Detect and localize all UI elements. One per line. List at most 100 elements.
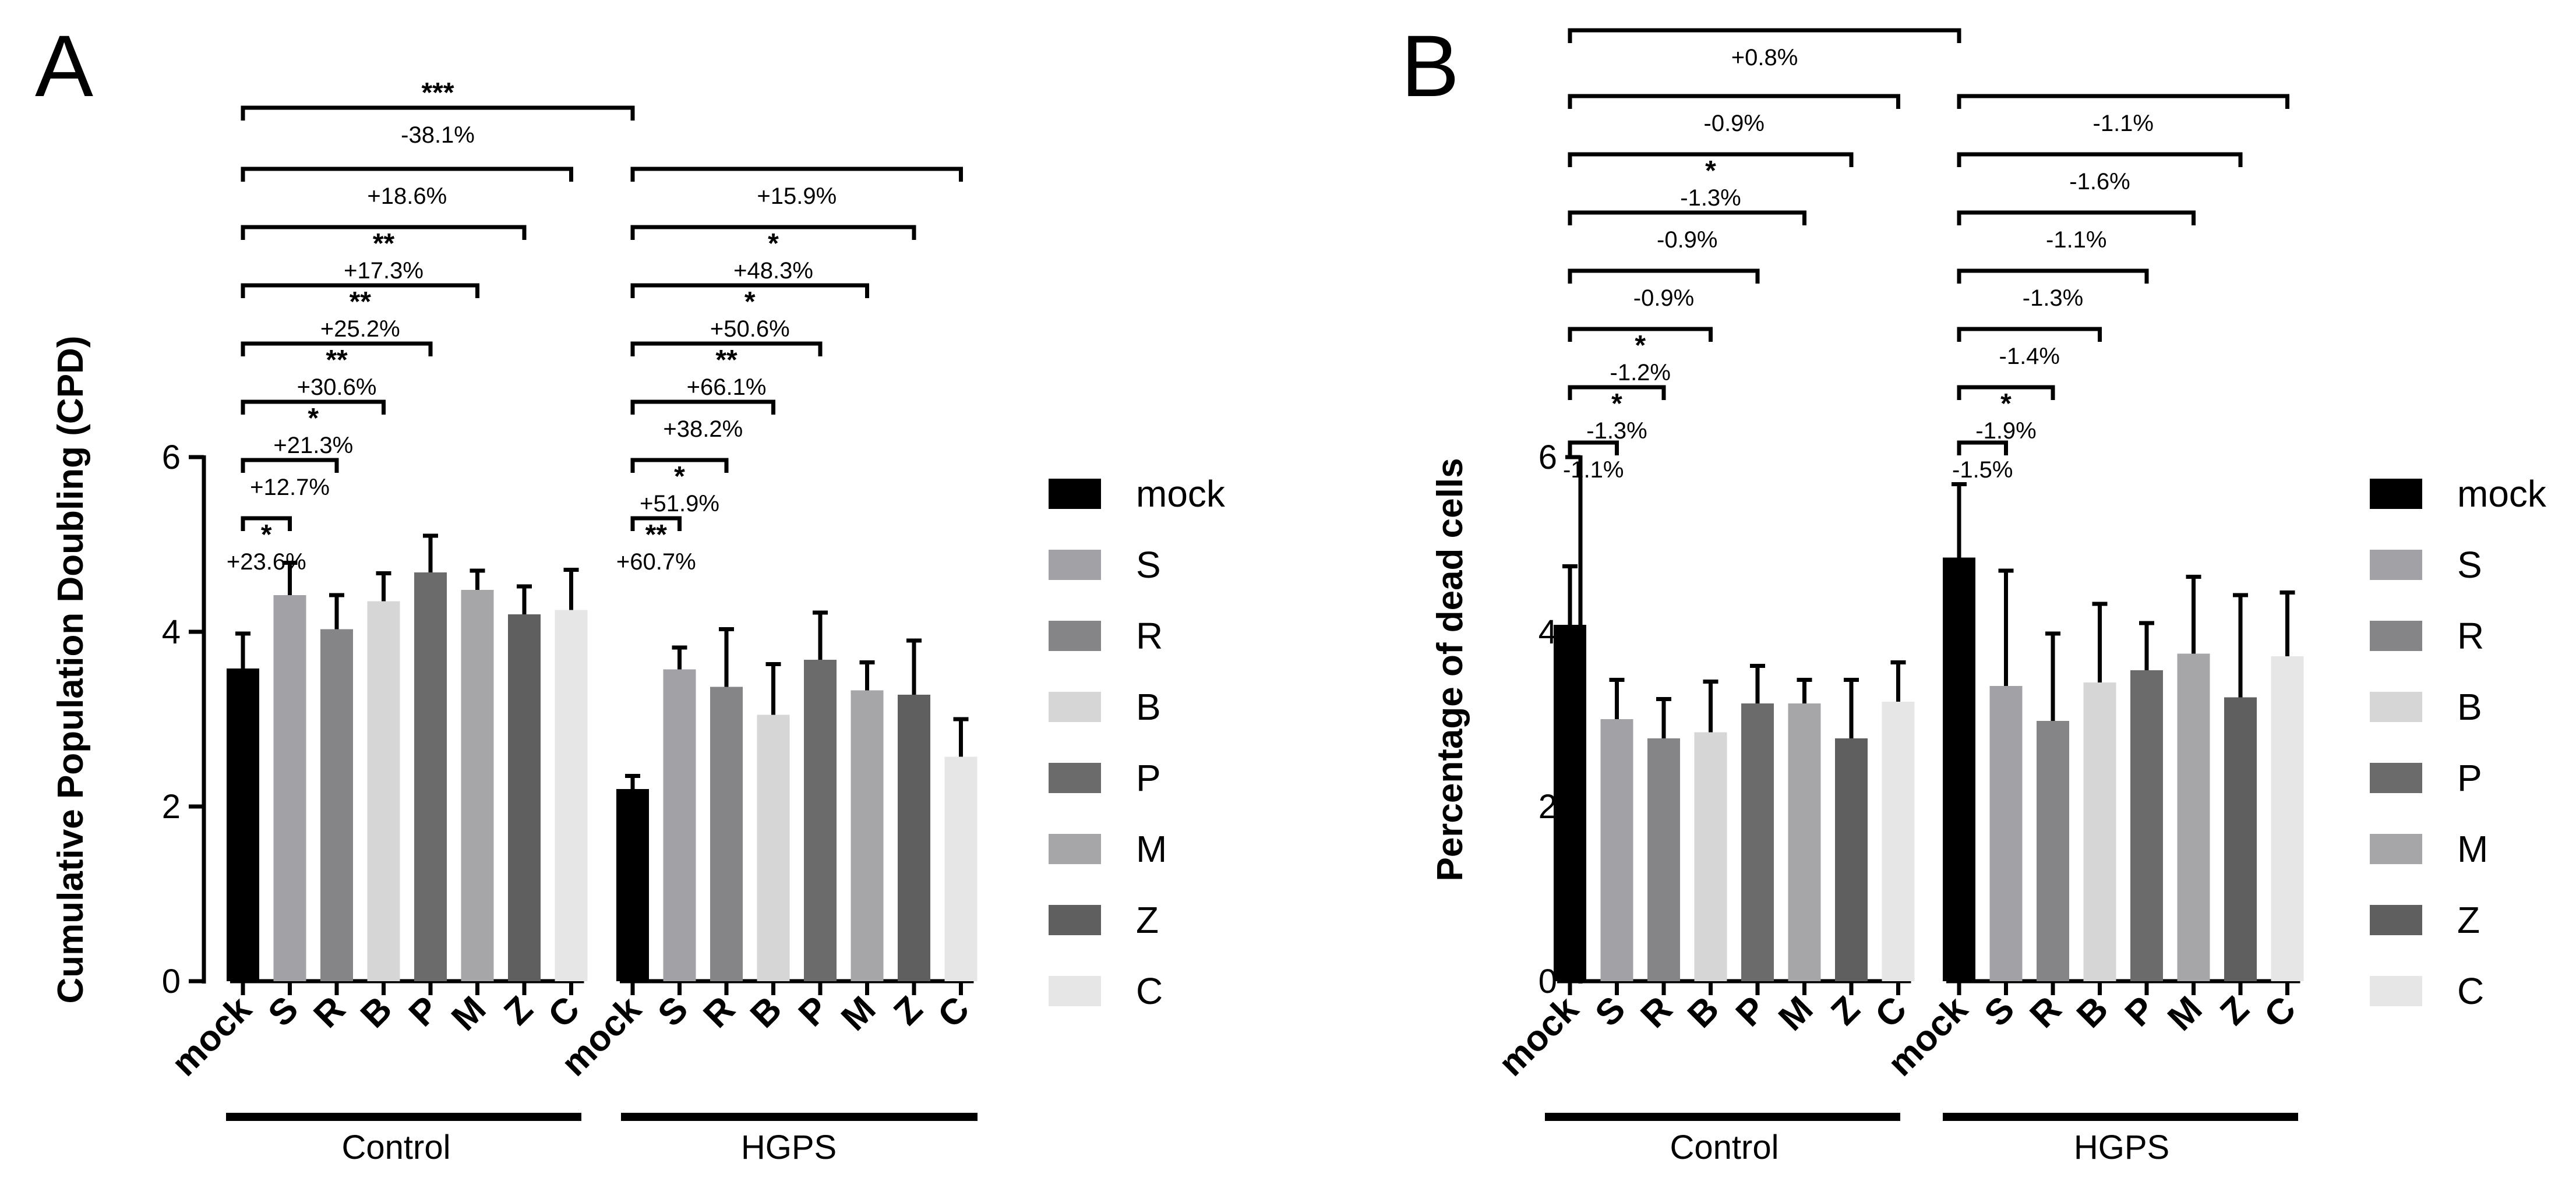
x-tick-label: R xyxy=(306,989,352,1035)
x-tick-label: B xyxy=(2069,989,2116,1035)
bar-hgps-mock xyxy=(616,789,649,981)
bar-hgps-r xyxy=(710,687,743,981)
bar-hgps-s xyxy=(663,669,696,981)
bar-control-m xyxy=(461,590,494,981)
comparison-bracket xyxy=(1568,268,1760,284)
legend-label-m: M xyxy=(1136,828,1167,870)
comparison-bracket xyxy=(1957,385,2055,400)
significance-stars: * xyxy=(1705,155,1716,186)
legend-swatch-r xyxy=(2370,621,2422,651)
comparison-label: -1.2% xyxy=(1610,360,1671,385)
bar-hgps-c xyxy=(944,756,978,981)
between-group-label: +0.8% xyxy=(1731,45,1798,70)
legend-swatch-s xyxy=(1049,550,1101,580)
bar-control-b xyxy=(367,601,400,981)
comparison-label: +15.9% xyxy=(757,183,837,209)
x-tick-label: R xyxy=(1633,989,1679,1035)
comparison-bracket xyxy=(1568,385,1666,400)
x-tick-label: Z xyxy=(886,989,930,1033)
between-group-bracket xyxy=(1568,28,1961,43)
y-tick-label: 6 xyxy=(162,438,181,476)
bar-hgps-z xyxy=(2224,697,2257,981)
y-axis-label-b: Percentage of dead cells xyxy=(1430,458,1470,881)
comparison-label: -1.3% xyxy=(2023,285,2084,311)
comparison-label: +51.9% xyxy=(640,491,719,517)
bar-hgps-p xyxy=(804,660,837,981)
comparison-bracket xyxy=(241,283,479,298)
comparison-label: +17.3% xyxy=(344,258,424,284)
x-tick-label: C xyxy=(2257,989,2303,1035)
comparison-bracket xyxy=(630,399,775,415)
bar-hgps-b xyxy=(757,714,790,981)
legend-label-r: R xyxy=(1136,615,1163,657)
comparison-bracket xyxy=(241,341,433,356)
legend-swatch-z xyxy=(2370,905,2422,935)
x-tick-label: P xyxy=(2118,989,2163,1034)
legend-swatch-c xyxy=(2370,976,2422,1006)
comparison-bracket xyxy=(630,225,916,240)
comparison-bracket xyxy=(241,167,573,182)
comparison-label: +25.2% xyxy=(320,316,400,342)
comparison-label: +66.1% xyxy=(687,374,767,400)
bar-hgps-m xyxy=(2177,653,2210,981)
bar-control-z xyxy=(1835,738,1868,981)
significance-stars: ** xyxy=(350,286,372,317)
significance-stars: * xyxy=(744,286,756,317)
panel-a: A Cumulative Population Doubling (CPD) C… xyxy=(35,17,1226,1166)
x-tick-label: P xyxy=(1728,989,1774,1034)
y-axis-label-a: Cumulative Population Doubling (CPD) xyxy=(51,336,91,1004)
between-group-bracket xyxy=(241,105,635,121)
panel-b: B Percentage of dead cells Control HGPS … xyxy=(1401,17,2547,1166)
x-tick-label: M xyxy=(1771,989,1820,1038)
legend-swatch-m xyxy=(1049,834,1101,864)
legend-label-b: B xyxy=(2457,686,2482,728)
legend-swatch-r xyxy=(1049,621,1101,651)
bar-hgps-m xyxy=(851,690,884,981)
comparison-label: +30.6% xyxy=(297,374,377,400)
comparison-bracket xyxy=(1568,327,1713,342)
comparison-bracket xyxy=(241,225,527,240)
legend-label-mock: mock xyxy=(2457,473,2547,515)
y-tick-label: 0 xyxy=(162,963,181,1000)
comparison-label: -1.9% xyxy=(1975,418,2037,444)
x-tick-label: S xyxy=(1587,989,1633,1034)
legend-label-c: C xyxy=(2457,970,2484,1012)
x-tick-label: mock xyxy=(1491,989,1587,1084)
bar-control-m xyxy=(1788,703,1821,981)
bar-hgps-mock xyxy=(1943,557,1975,981)
legend-swatch-mock xyxy=(2370,479,2422,509)
comparison-label: -0.9% xyxy=(1704,111,1765,136)
x-tick-label: Z xyxy=(2212,989,2257,1033)
significance-stars: * xyxy=(2000,388,2012,419)
legend-label-c: C xyxy=(1136,970,1163,1012)
x-tick-label: mock xyxy=(164,989,260,1084)
bar-control-mock xyxy=(227,668,259,981)
legend-swatch-p xyxy=(1049,763,1101,793)
x-tick-label: S xyxy=(1977,989,2022,1034)
legend-swatch-p xyxy=(2370,763,2422,793)
x-tick-label: P xyxy=(791,989,837,1034)
comparison-label: +38.2% xyxy=(663,416,743,442)
comparison-bracket xyxy=(1957,440,2008,455)
comparison-bracket xyxy=(241,399,386,415)
between-group-label: -38.1% xyxy=(401,122,475,148)
group-label-b-hgps: HGPS xyxy=(2074,1129,2169,1166)
comparison-bracket xyxy=(1957,210,2196,225)
y-tick-label: 6 xyxy=(1538,438,1557,476)
comparison-bracket xyxy=(1568,152,1854,167)
legend-label-r: R xyxy=(2457,615,2484,657)
comparison-label: -1.1% xyxy=(1563,457,1624,483)
bar-control-mock xyxy=(1554,625,1586,981)
significance-stars: ** xyxy=(715,345,737,376)
comparison-label: -1.4% xyxy=(1999,344,2060,369)
comparison-label: -0.9% xyxy=(1657,227,1718,253)
comparison-label: -1.1% xyxy=(2046,227,2107,253)
comparison-bracket xyxy=(630,516,682,531)
group-label-a-hgps: HGPS xyxy=(741,1129,837,1166)
x-tick-label: M xyxy=(2160,989,2210,1038)
legend-label-b: B xyxy=(1136,686,1161,728)
legend-swatch-mock xyxy=(1049,479,1101,509)
group-label-b-control: Control xyxy=(1670,1129,1779,1166)
